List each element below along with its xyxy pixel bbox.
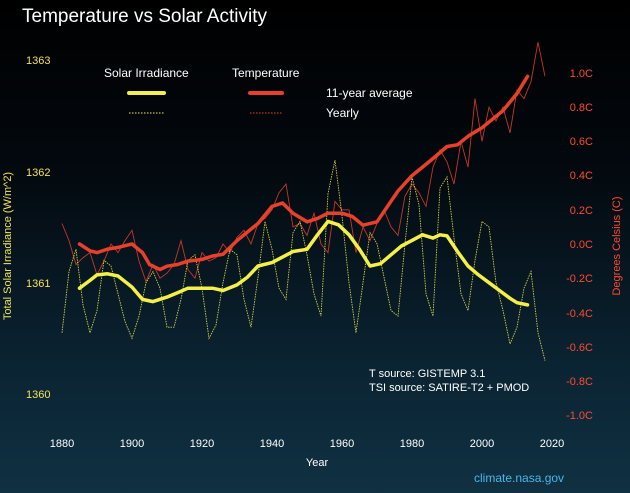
- left-tick-1360: 1360: [26, 389, 50, 401]
- legend-yearly-label: Yearly: [326, 106, 359, 120]
- x-tick-2020: 2020: [540, 438, 564, 450]
- right-axis: 1.0C 0.8C 0.6C 0.4C 0.2C 0.0C -0.2C -0.4…: [566, 68, 623, 422]
- left-tick-1361: 1361: [26, 278, 50, 290]
- right-tick-neg-1: -1.0C: [566, 410, 593, 422]
- x-tick-1960: 1960: [330, 438, 354, 450]
- legend-temp-header: Temperature: [232, 66, 300, 80]
- right-tick-1: 1.0C: [570, 68, 593, 80]
- left-axis-title: Total Solar Irradiance (W/m^2): [2, 172, 14, 320]
- right-tick-0-8: 0.8C: [570, 102, 593, 114]
- right-tick-neg-0-6: -0.6C: [566, 342, 593, 354]
- chart-title: Temperature vs Solar Activity: [22, 6, 267, 27]
- x-axis-title: Year: [306, 457, 329, 469]
- x-tick-2000: 2000: [470, 438, 494, 450]
- solar-11yr-line: [77, 219, 530, 307]
- left-tick-1362: 1362: [26, 167, 50, 179]
- left-tick-1363: 1363: [26, 55, 50, 67]
- tsi-source-note: TSI source: SATIRE-T2 + PMOD: [369, 382, 529, 394]
- right-axis-title: Degrees Celsius (C): [611, 196, 623, 295]
- right-tick-0-4: 0.4C: [570, 170, 593, 182]
- left-axis: 1363 1362 1361 1360 Total Solar Irradian…: [2, 55, 50, 401]
- temperature-yearly-line: [61, 42, 546, 283]
- right-tick-0-2: 0.2C: [570, 205, 593, 217]
- x-tick-1900: 1900: [120, 438, 144, 450]
- x-tick-1920: 1920: [190, 438, 214, 450]
- credit-link[interactable]: climate.nasa.gov: [474, 471, 564, 485]
- right-tick-neg-0-8: -0.8C: [566, 376, 593, 388]
- temperature-11yr-line: [77, 74, 530, 272]
- right-tick-0-6: 0.6C: [570, 136, 593, 148]
- solar-yearly-line: [61, 160, 546, 361]
- x-axis: 1880 1900 1920 1940 1960 1980 2000 2020 …: [50, 438, 564, 469]
- x-tick-1880: 1880: [50, 438, 74, 450]
- temperature-source-note: T source: GISTEMP 3.1: [369, 368, 485, 380]
- legend-avg-label: 11-year average: [326, 86, 413, 100]
- legend-solar-header: Solar Irradiance: [104, 66, 189, 80]
- right-tick-0: 0.0C: [570, 239, 593, 251]
- legend: Solar Irradiance Temperature 11-year ave…: [104, 66, 413, 120]
- right-tick-neg-0-2: -0.2C: [566, 273, 593, 285]
- x-tick-1980: 1980: [400, 438, 424, 450]
- right-tick-neg-0-4: -0.4C: [566, 308, 593, 320]
- x-tick-1940: 1940: [260, 438, 284, 450]
